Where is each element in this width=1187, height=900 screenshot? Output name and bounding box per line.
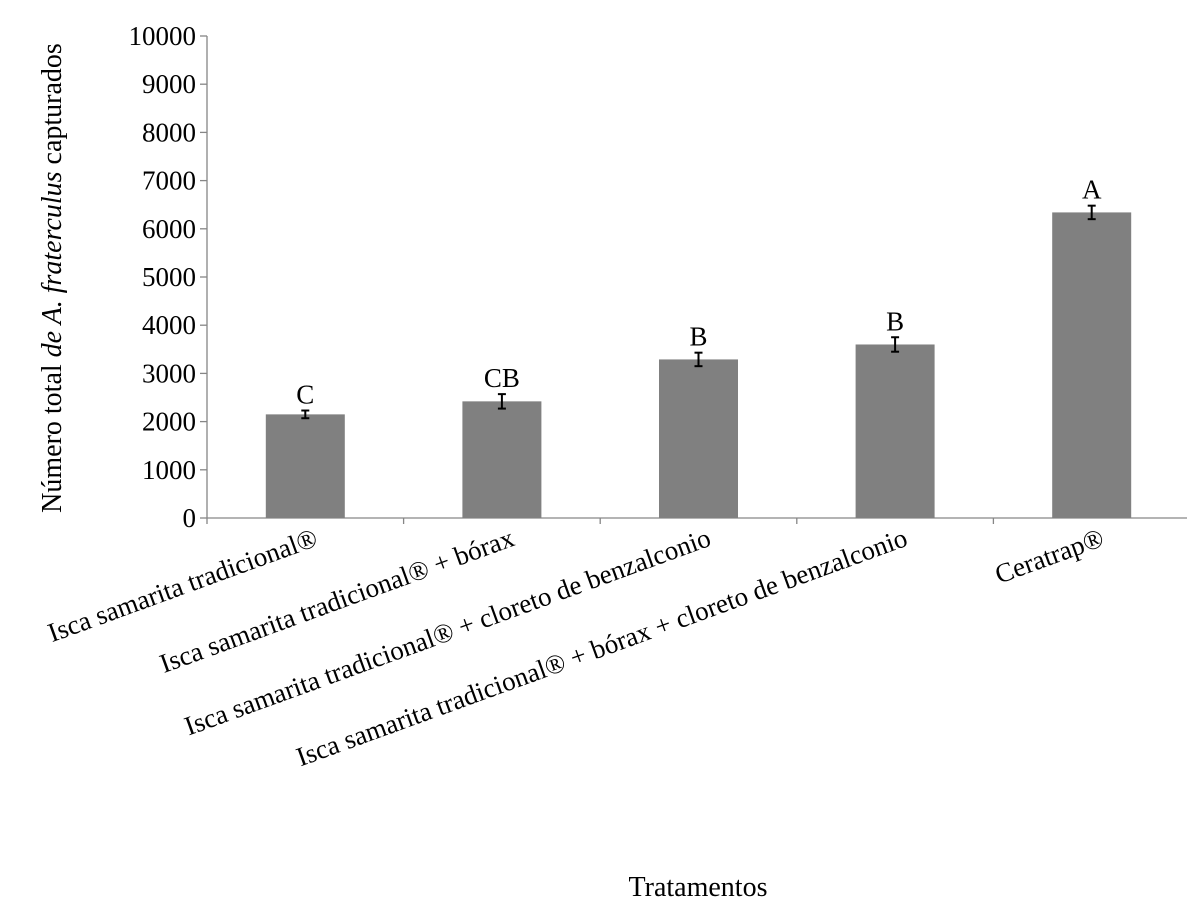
y-axis-ticks: 0 1000 2000 3000 4000 5000 6000 7000 8000 9000 100… [129, 21, 207, 533]
significance-letter: C [296, 380, 314, 410]
y-tick-label: 5000 [142, 262, 196, 292]
significance-letter: B [689, 322, 707, 352]
y-tick-label: 1000 [142, 455, 196, 485]
significance-letter: A [1082, 175, 1102, 205]
y-tick-label: 0 [183, 503, 197, 533]
y-axis-title-after: capturados [37, 43, 68, 171]
y-tick-label: 10000 [129, 21, 197, 51]
y-tick-label: 2000 [142, 407, 196, 437]
category-labels: Isca samarita tradicional®Isca samarita … [44, 522, 1108, 772]
significance-letter: CB [484, 363, 520, 393]
category-label: Ceratrap® [991, 522, 1108, 589]
bars [265, 212, 1132, 519]
bar [265, 414, 345, 518]
error-bar [891, 336, 900, 353]
y-axis-title-italic: de A. fraterculus [37, 171, 68, 357]
y-axis-title: Número total de A. fraterculus capturado… [37, 43, 68, 513]
bar [659, 359, 738, 518]
y-tick-label: 6000 [142, 214, 196, 244]
bar [462, 401, 542, 518]
y-tick-label: 3000 [142, 358, 196, 388]
error-bar [1087, 204, 1096, 221]
error-bar [497, 393, 506, 410]
y-tick-label: 7000 [142, 166, 196, 196]
x-axis-ticks [206, 518, 995, 524]
error-bar [301, 409, 310, 420]
significance-letter: B [886, 306, 904, 336]
error-bars [301, 204, 1096, 420]
y-tick-label: 9000 [142, 69, 196, 99]
bar [855, 344, 935, 518]
error-bar [694, 351, 703, 368]
bar [1052, 212, 1132, 519]
x-axis-title: Tratamentos [629, 872, 768, 900]
significance-labels: C CB B B A [296, 175, 1102, 410]
y-tick-label: 8000 [142, 117, 196, 147]
y-axis-title-before: Número total [37, 357, 68, 513]
y-tick-label: 4000 [142, 310, 196, 340]
